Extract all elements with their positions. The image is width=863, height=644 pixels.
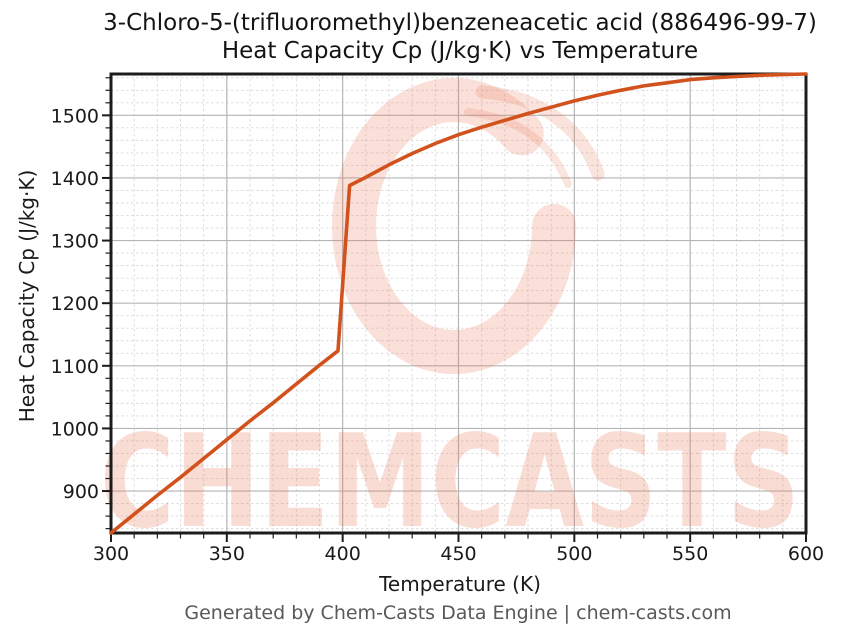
footer-credit: Generated by Chem-Casts Data Engine | ch… [184, 602, 732, 624]
x-tick-label: 350 [209, 543, 245, 565]
y-tick-label: 1100 [51, 356, 99, 378]
x-tick-label: 400 [325, 543, 361, 565]
x-tick-label: 500 [556, 543, 592, 565]
chart-title: 3-Chloro-5-(trifluoromethyl)benzeneaceti… [29, 9, 863, 65]
watermark-brush-flick-2 [464, 108, 572, 188]
y-tick-label: 1200 [51, 293, 99, 315]
x-axis-label: Temperature (K) [379, 572, 541, 596]
x-tick-label: 450 [440, 543, 476, 565]
x-tick-label: 550 [672, 543, 708, 565]
watermark-text: CHEMCASTS [100, 408, 800, 557]
chart-title-line1: 3-Chloro-5-(trifluoromethyl)benzeneaceti… [103, 10, 817, 36]
series-line-heat-capacity [109, 72, 808, 535]
y-tick-label: 1000 [51, 418, 99, 440]
axes-spines [109, 72, 808, 535]
x-tick-label: 300 [93, 543, 129, 565]
y-tick-label: 900 [63, 481, 99, 503]
watermark-brush-flick [475, 85, 605, 181]
x-tick-label: 600 [788, 543, 824, 565]
chart-title-line2: Heat Capacity Cp (J/kg·K) vs Temperature [221, 38, 699, 64]
y-tick-label: 1400 [51, 168, 99, 190]
watermark-ring [332, 78, 576, 374]
y-tick-label: 1300 [51, 231, 99, 253]
y-tick-label: 1500 [51, 105, 99, 127]
y-axis-label: Heat Capacity Cp (J/kg·K) [15, 169, 39, 423]
